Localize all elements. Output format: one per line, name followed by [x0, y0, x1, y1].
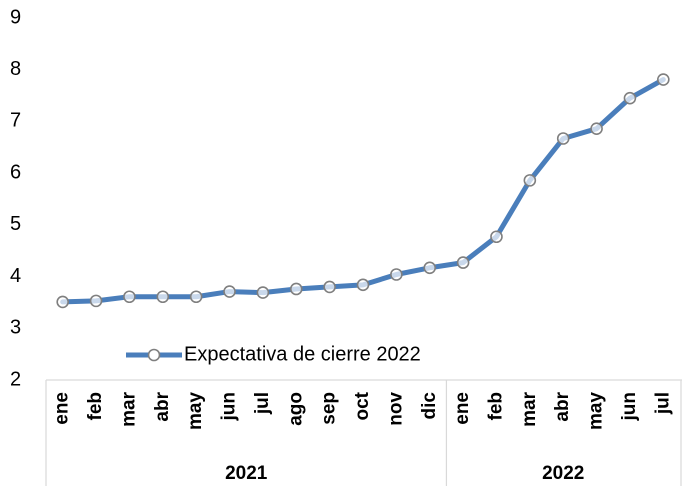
x-tick-label: ago: [285, 392, 306, 426]
x-tick-label: jul: [652, 392, 673, 415]
y-tick-label: 4: [10, 265, 21, 287]
x-tick-label: feb: [85, 392, 106, 421]
marker: [56, 295, 69, 309]
marker: [189, 290, 203, 304]
marker: [490, 230, 503, 244]
y-tick-label: 7: [10, 110, 21, 132]
x-tick-label: may: [586, 392, 607, 430]
legend-marker: [147, 348, 161, 362]
y-tick-label: 5: [10, 213, 21, 235]
group-label: 2021: [225, 463, 268, 484]
marker: [623, 91, 637, 105]
x-tick-label: oct: [352, 391, 373, 420]
y-tick-label: 3: [10, 317, 21, 339]
x-tick-label: feb: [485, 392, 506, 421]
x-tick-label: jul: [252, 392, 273, 415]
x-tick-label: ene: [52, 392, 73, 425]
marker: [356, 278, 370, 292]
x-tick-label: jun: [219, 392, 240, 422]
line: [60, 77, 666, 305]
x-tick-label: dic: [419, 392, 440, 420]
x-tick-label: mar: [519, 391, 540, 426]
x-tick-label: sep: [319, 392, 340, 425]
marker: [657, 73, 670, 86]
x-tick-label: ene: [452, 392, 473, 425]
marker: [256, 286, 270, 299]
y-tick-label: 8: [10, 58, 21, 80]
marker: [556, 132, 570, 145]
marker: [223, 285, 236, 298]
marker: [523, 174, 537, 187]
group-label: 2022: [542, 463, 584, 484]
marker: [456, 256, 470, 269]
legend-label: Expectativa de cierre 2022: [184, 343, 421, 365]
x-tick-label: nov: [385, 392, 406, 426]
marker: [423, 261, 437, 275]
x-tick-label: jun: [619, 392, 640, 422]
x-tick-label: mar: [118, 391, 139, 426]
x-tick-label: abr: [552, 391, 573, 421]
marker: [89, 294, 103, 308]
x-tick-label: abr: [152, 391, 173, 421]
marker: [289, 282, 303, 296]
marker: [156, 290, 170, 304]
marker: [123, 290, 136, 304]
y-tick-label: 2: [10, 368, 21, 390]
marker: [590, 122, 603, 135]
y-tick-label: 6: [10, 161, 21, 183]
y-tick-label: 9: [10, 6, 21, 28]
marker: [390, 268, 403, 281]
x-tick-label: may: [185, 392, 206, 430]
marker: [323, 280, 336, 294]
